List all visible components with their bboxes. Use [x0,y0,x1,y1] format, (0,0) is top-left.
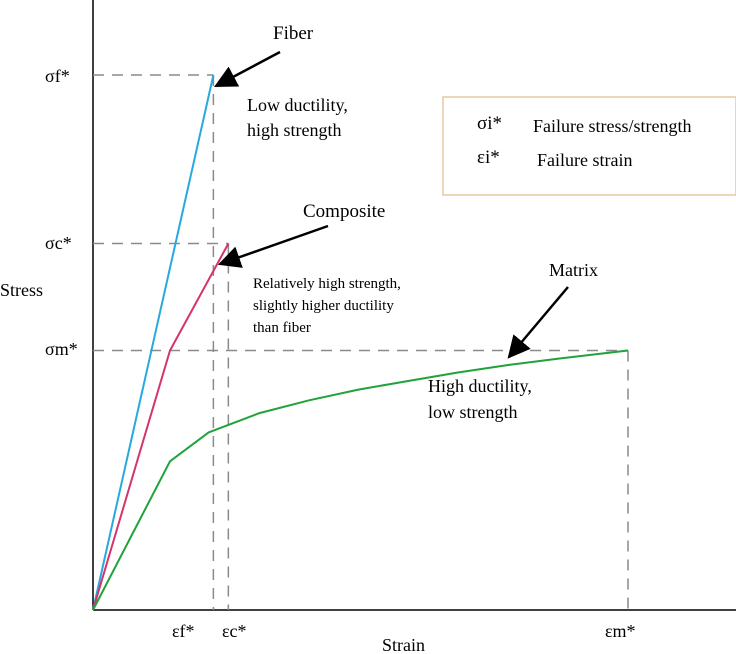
legend-box [442,96,736,196]
composite-curve [92,243,230,611]
matrix-label: Matrix [549,260,598,280]
series-layer [92,74,629,611]
x-axis-label: Strain [382,635,425,654]
matrix-desc-line-1: High ductility, [428,376,532,396]
composite-label: Composite [303,201,385,222]
y-tick-label-sigma-f: σf* [45,66,70,86]
legend-symbol-strain: εi* [477,147,500,168]
x-tick-label-epsilon-f: εf* [172,621,195,641]
legend-symbol-stress: σi* [477,113,502,134]
y-axis-label: Stress [0,280,43,300]
legend: σi* Failure stress/strength εi* Failure … [442,96,736,196]
composite-arrow [217,224,329,268]
matrix-arrow [507,286,569,359]
fiber-desc-line-2: high strength [247,120,342,140]
legend-text-strain: Failure strain [537,150,632,170]
matrix-curve [92,349,629,611]
x-tick-label-epsilon-m: εm* [605,621,636,641]
y-tick-label-sigma-c: σc* [45,233,72,253]
fiber-label: Fiber [273,23,314,44]
x-tick-label-epsilon-c: εc* [222,621,247,641]
matrix-desc-line-2: low strength [428,402,518,422]
guide-lines [93,74,629,610]
legend-text-stress: Failure stress/strength [533,116,691,136]
fiber-desc-line-1: Low ductility, [247,95,348,115]
composite-desc-line-3: than fiber [253,320,311,336]
composite-desc-line-2: slightly higher ductility [253,298,394,314]
fiber-curve [92,74,215,611]
fiber-arrow [214,50,281,88]
y-tick-label-sigma-m: σm* [45,339,78,359]
composite-desc-line-1: Relatively high strength, [253,276,401,292]
